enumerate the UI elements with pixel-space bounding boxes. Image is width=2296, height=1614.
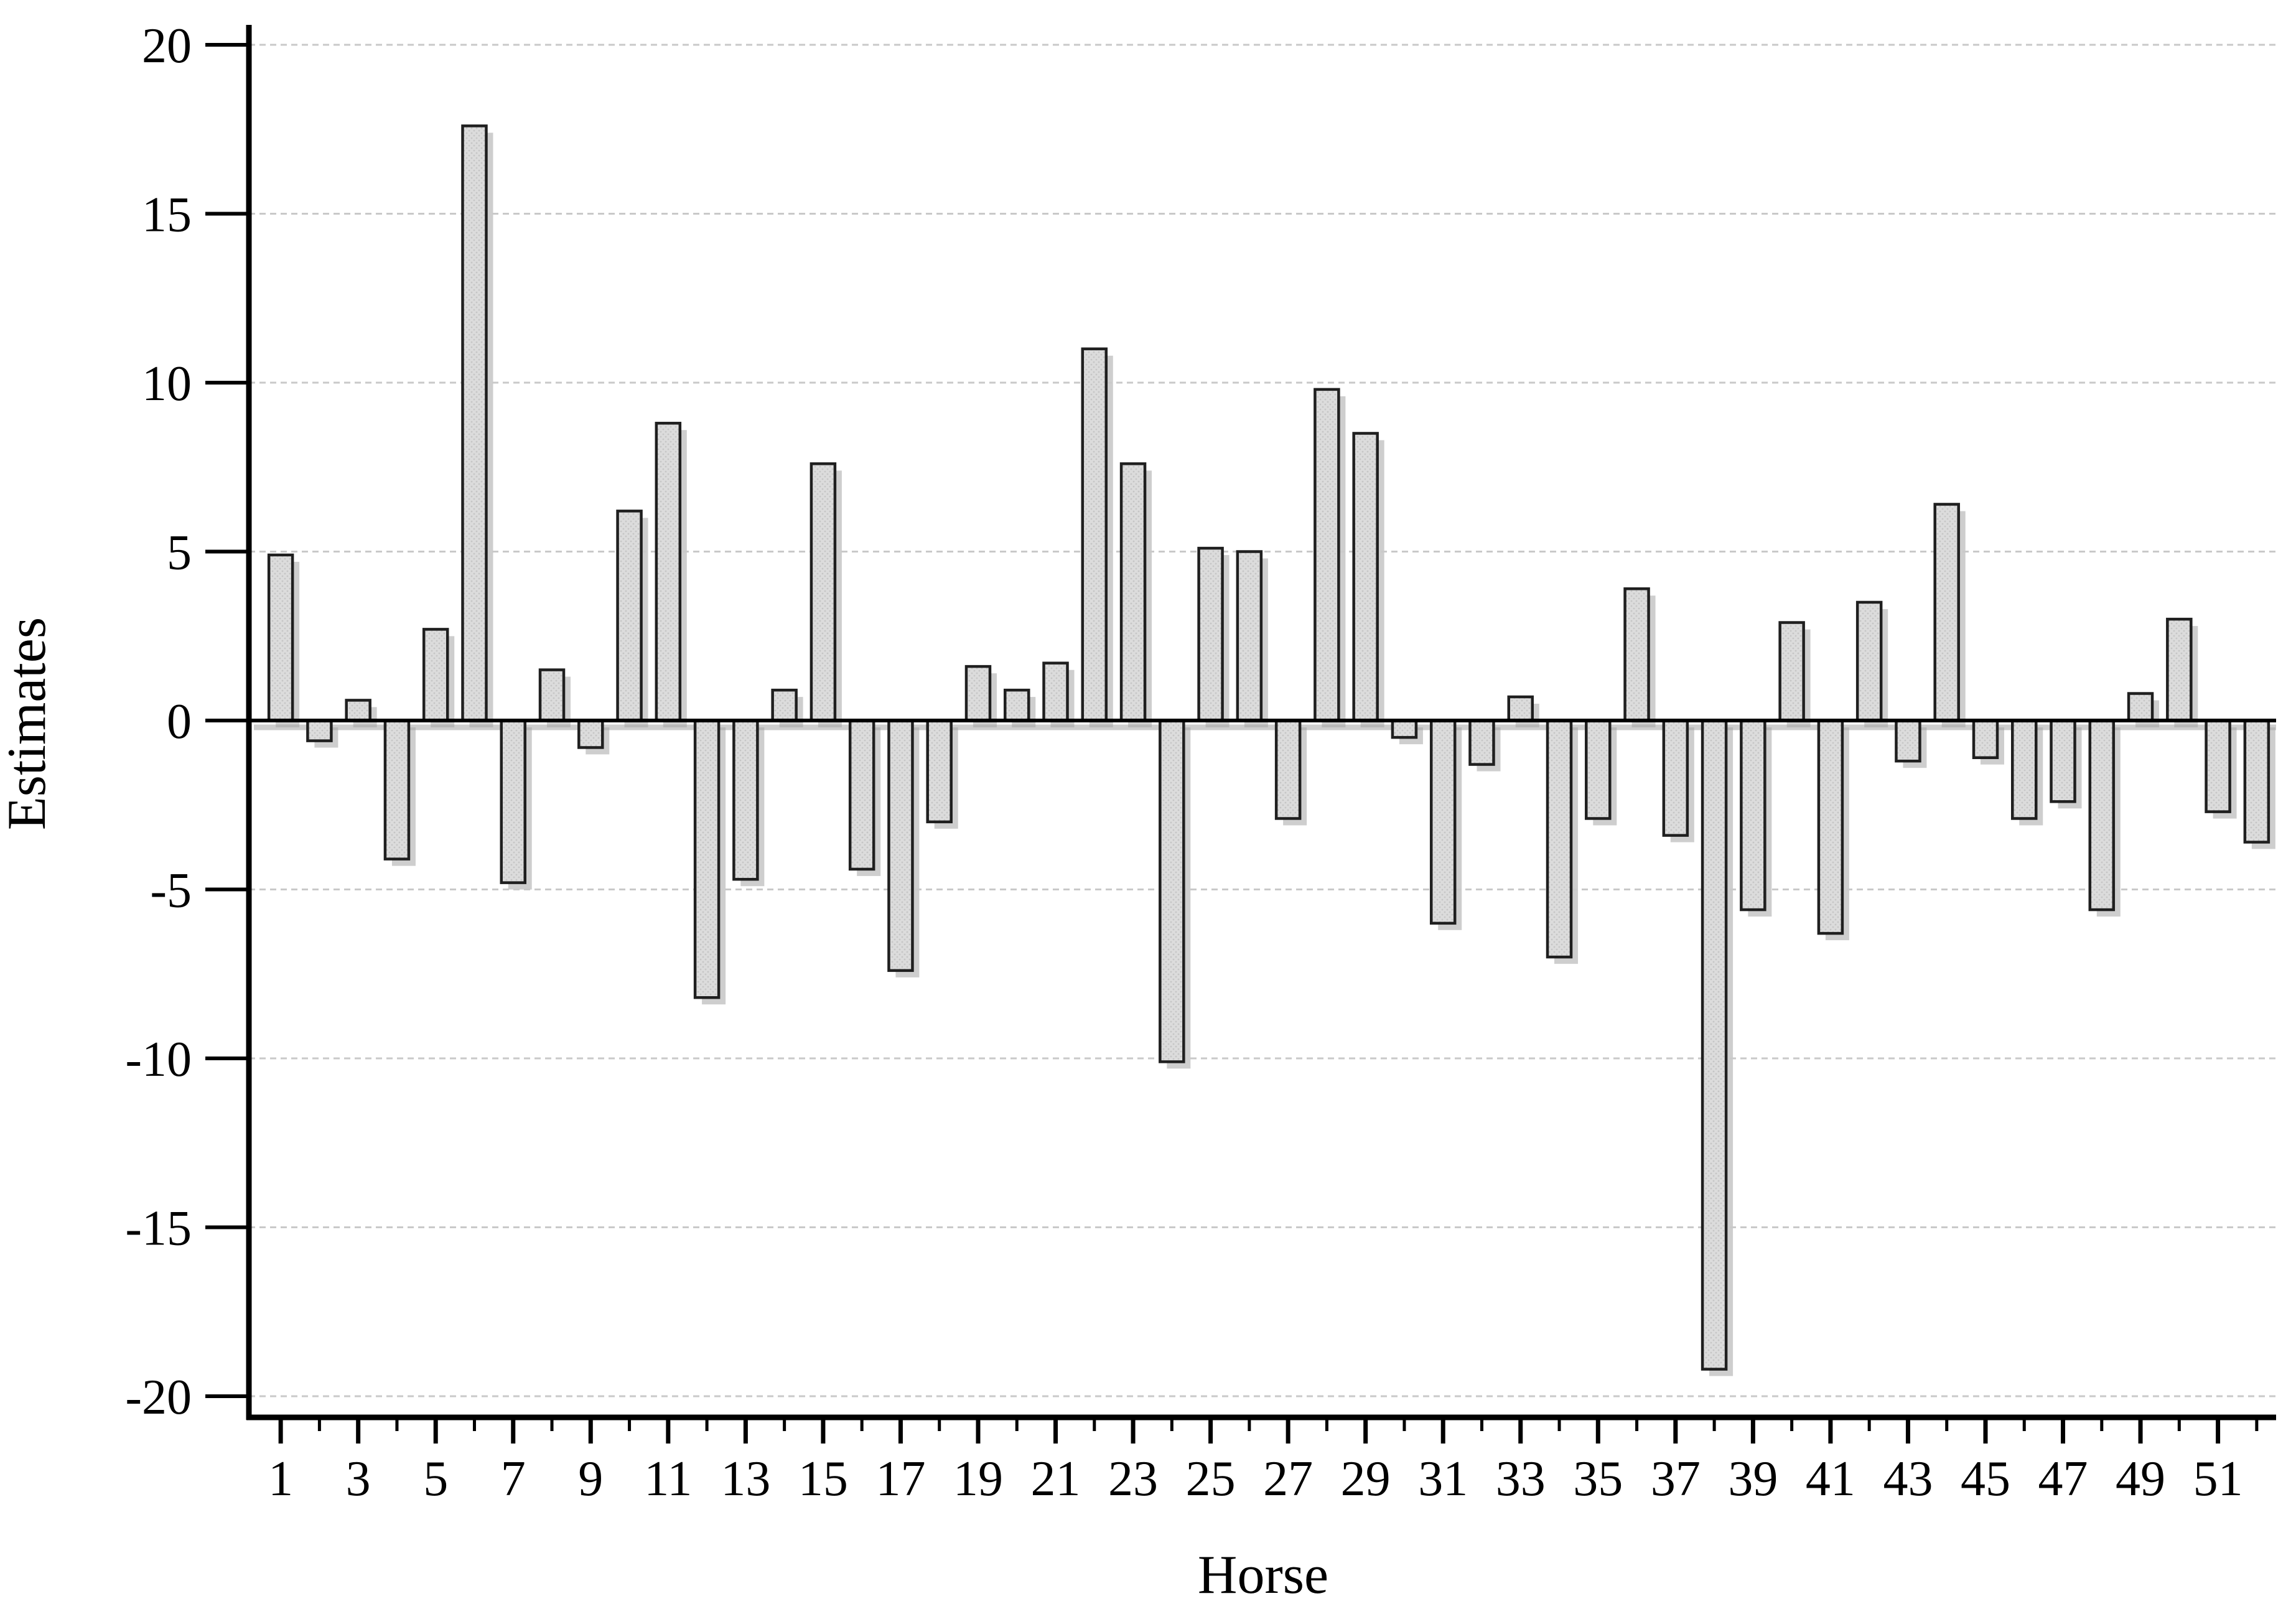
bar: [1855, 600, 1883, 722]
y-tick-label: -10: [125, 1032, 192, 1087]
bar: [1004, 688, 1030, 722]
x-tick-label: 45: [1961, 1452, 2010, 1506]
bar: [1081, 347, 1108, 722]
x-tick-label: 13: [721, 1452, 770, 1506]
bar: [616, 510, 643, 722]
y-tick-label: 0: [167, 694, 192, 749]
bar: [345, 699, 371, 722]
x-tick-label: 17: [875, 1452, 925, 1506]
bar: [1623, 587, 1650, 722]
bar: [1391, 719, 1418, 739]
y-tick-label: -5: [150, 864, 192, 918]
bar: [1972, 719, 1999, 759]
y-tick-label: -20: [125, 1370, 192, 1425]
bar: [771, 688, 798, 722]
x-tick-label: 25: [1186, 1452, 1236, 1506]
bar: [2088, 719, 2116, 912]
x-tick-label: 37: [1651, 1452, 1701, 1506]
x-tick-label: 33: [1496, 1452, 1546, 1506]
x-tick-label: 31: [1418, 1452, 1468, 1506]
bar: [1895, 719, 1921, 763]
bar: [655, 421, 682, 722]
x-tick-label: 3: [346, 1452, 371, 1506]
bar: [2050, 719, 2076, 803]
bar: [693, 719, 721, 999]
bar: [2127, 692, 2154, 722]
bar: [1585, 719, 1612, 820]
bar: [577, 719, 604, 749]
bar: [964, 665, 992, 722]
bar: [1429, 719, 1457, 925]
x-tick-label: 1: [268, 1452, 293, 1506]
x-tick-label: 29: [1341, 1452, 1391, 1506]
x-tick-label: 27: [1263, 1452, 1313, 1506]
x-tick-label: 5: [423, 1452, 448, 1506]
bar: [1159, 719, 1185, 1063]
x-tick-label: 39: [1728, 1452, 1778, 1506]
y-tick-label: 20: [142, 19, 192, 73]
bar: [2011, 719, 2038, 820]
bar: [887, 719, 914, 973]
bar: [267, 553, 294, 722]
x-tick-label: 23: [1108, 1452, 1158, 1506]
ticks: [205, 43, 2259, 1444]
bar: [1314, 388, 1340, 722]
bar: [1933, 503, 1960, 722]
bar: [1468, 719, 1495, 766]
y-tick-label: 10: [142, 357, 192, 411]
x-tick-label: 7: [501, 1452, 526, 1506]
x-tick-label: 19: [953, 1452, 1003, 1506]
bar: [1197, 546, 1224, 722]
x-axis-title: Horse: [1198, 1545, 1328, 1605]
x-tick-label: 51: [2193, 1452, 2243, 1506]
bar: [1236, 550, 1263, 722]
bar: [1817, 719, 1844, 935]
bar: [1042, 661, 1069, 722]
bar: [461, 124, 488, 722]
bar: [1274, 719, 1302, 820]
bar: [500, 719, 526, 884]
bars: [267, 124, 2270, 1371]
x-tick-label: 47: [2038, 1452, 2088, 1506]
bar: [1352, 432, 1379, 722]
bar: [926, 719, 953, 824]
bar: [810, 462, 837, 722]
bar: [1546, 719, 1573, 959]
x-tick-label: 21: [1031, 1452, 1081, 1506]
bar: [1662, 719, 1689, 837]
x-tick-label: 11: [644, 1452, 692, 1506]
bar: [1701, 719, 1728, 1371]
x-tick-label: 49: [2116, 1452, 2165, 1506]
y-axis-title: Estimates: [0, 617, 57, 830]
bar: [1507, 695, 1534, 722]
bar: [1119, 462, 1147, 722]
bar: [2205, 719, 2231, 813]
x-tick-label: 41: [1806, 1452, 1855, 1506]
x-tick-label: 9: [578, 1452, 603, 1506]
x-tick-label: 43: [1883, 1452, 1933, 1506]
bar: [732, 719, 759, 881]
bar: [538, 668, 566, 722]
y-tick-label: -15: [125, 1201, 192, 1256]
y-tick-label: 5: [167, 526, 192, 581]
bar: [1778, 621, 1805, 722]
x-tick-label: 15: [798, 1452, 848, 1506]
bar: [2243, 719, 2270, 844]
bar: [383, 719, 411, 861]
bar: [422, 628, 449, 722]
x-tick-label: 35: [1573, 1452, 1623, 1506]
bar: [306, 719, 333, 742]
bar: [1740, 719, 1766, 912]
bar: [848, 719, 875, 871]
bar: [2166, 617, 2193, 722]
y-tick-label: 15: [142, 188, 192, 243]
